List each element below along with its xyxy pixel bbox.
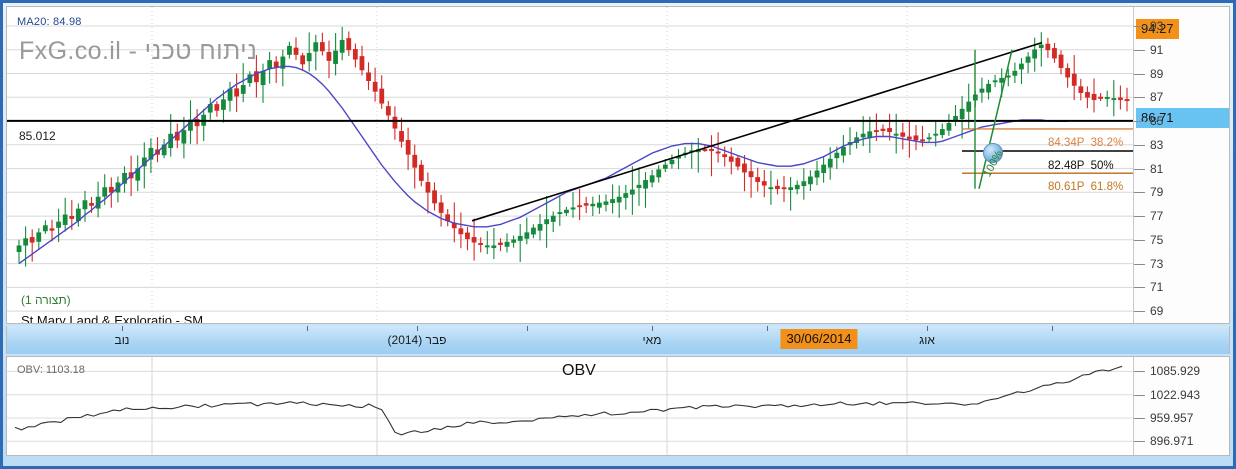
price-tick-mark bbox=[1134, 263, 1145, 265]
price-chart-panel[interactable]: MA20: 84.98 FxG.co.il - ניתוח טכני 85.01… bbox=[6, 6, 1230, 324]
fib-382-price: 84.34P bbox=[1048, 137, 1085, 149]
price-tick-label: 75 bbox=[1150, 232, 1164, 247]
last-price-badge: 86.71 bbox=[1136, 108, 1229, 128]
price-tick-mark bbox=[1134, 144, 1145, 146]
obv-indicator-panel[interactable]: OBV: 1103.18 OBV 1085.929 1022.943 959.957… bbox=[6, 356, 1230, 456]
time-axis-tick bbox=[122, 326, 123, 331]
symbol-title: St Mary Land & Exploratio - SM bbox=[21, 313, 204, 324]
horizontal-line-price-label: 85.012 bbox=[19, 129, 56, 143]
watermark-text: FxG.co.il - ניתוח טכני bbox=[19, 37, 258, 65]
price-tick-mark bbox=[1134, 26, 1145, 27]
price-tick-label: 71 bbox=[1150, 280, 1164, 295]
fib-382-pct: 38.2% bbox=[1090, 137, 1124, 149]
price-tick-mark bbox=[1134, 239, 1145, 241]
price-chart-svg bbox=[7, 7, 1136, 323]
price-y-axis[interactable]: 94.27 86.71 69 71 73 75 77 79 81 83 85 87 89 91 93 bbox=[1133, 7, 1229, 323]
price-tick-mark bbox=[1134, 216, 1145, 218]
price-tick-mark bbox=[1134, 168, 1145, 170]
time-axis-tick bbox=[527, 326, 528, 331]
time-axis[interactable]: נוב פבר (2014) מאי אוג 30/06/2014 bbox=[6, 326, 1230, 354]
time-axis-tick bbox=[417, 326, 418, 331]
obv-tick-label: 1085.929 bbox=[1150, 364, 1201, 379]
time-axis-tick bbox=[767, 326, 768, 331]
time-axis-label: פבר (2014) bbox=[387, 333, 447, 347]
obv-tick-mark bbox=[1134, 441, 1145, 443]
price-tick-mark bbox=[1134, 97, 1145, 99]
date-marker-badge: 30/06/2014 bbox=[780, 329, 858, 349]
ma20-indicator-label: MA20: 84.98 bbox=[17, 16, 82, 28]
price-tick-label: 77 bbox=[1150, 209, 1164, 224]
price-tick-label: 91 bbox=[1150, 42, 1164, 57]
formation-label: (תצורה 1) bbox=[21, 293, 71, 307]
obv-tick-label: 896.971 bbox=[1150, 434, 1194, 449]
obv-title-label: OBV bbox=[562, 362, 596, 379]
period-high-badge: 94.27 bbox=[1136, 19, 1179, 39]
time-axis-label: מאי bbox=[642, 333, 662, 347]
fib-50-pct: 50% bbox=[1090, 160, 1114, 172]
price-tick-label: 69 bbox=[1150, 304, 1164, 319]
price-tick-mark bbox=[1134, 311, 1145, 313]
price-tick-mark bbox=[1134, 73, 1145, 75]
obv-chart-svg bbox=[7, 357, 1136, 455]
time-axis-tick bbox=[1052, 326, 1053, 331]
price-plot-area[interactable] bbox=[7, 7, 1136, 323]
obv-tick-mark bbox=[1134, 418, 1145, 419]
obv-y-axis[interactable]: 1085.929 1022.943 959.957 896.971 bbox=[1133, 357, 1229, 455]
price-tick-label: 73 bbox=[1150, 256, 1164, 271]
time-axis-tick bbox=[927, 326, 928, 331]
price-tick-label: 93 bbox=[1150, 19, 1164, 33]
price-tick-label: 83 bbox=[1150, 137, 1164, 152]
fib-level-618-label: 80.61P 61.8% bbox=[1048, 181, 1123, 193]
fib-level-382-label: 84.34P 38.2% bbox=[1048, 137, 1123, 149]
obv-value-label: OBV: 1103.18 bbox=[17, 364, 85, 376]
fib-level-50-label: 82.48P 50% bbox=[1048, 160, 1114, 172]
price-tick-label: 87 bbox=[1150, 90, 1164, 105]
obv-plot-area[interactable] bbox=[7, 357, 1136, 455]
price-tick-mark bbox=[1134, 49, 1145, 51]
time-axis-tick bbox=[307, 326, 308, 331]
obv-tick-label: 1022.943 bbox=[1150, 387, 1201, 402]
price-tick-mark bbox=[1134, 287, 1145, 289]
time-axis-label: נוב bbox=[114, 333, 130, 347]
price-tick-mark bbox=[1134, 192, 1145, 194]
time-axis-tick bbox=[652, 326, 653, 331]
price-tick-label: 85 bbox=[1150, 114, 1164, 128]
price-tick-label: 89 bbox=[1150, 66, 1164, 81]
fib-50-price: 82.48P bbox=[1048, 160, 1085, 172]
obv-tick-label: 959.957 bbox=[1150, 411, 1194, 425]
price-tick-label: 81 bbox=[1150, 161, 1164, 176]
obv-tick-mark bbox=[1134, 394, 1145, 396]
obv-tick-mark bbox=[1134, 371, 1145, 373]
fib-618-pct: 61.8% bbox=[1090, 181, 1124, 193]
price-tick-mark bbox=[1134, 121, 1145, 122]
price-tick-label: 79 bbox=[1150, 185, 1164, 200]
fib-618-price: 80.61P bbox=[1048, 181, 1085, 193]
time-axis-label: אוג bbox=[919, 333, 935, 347]
